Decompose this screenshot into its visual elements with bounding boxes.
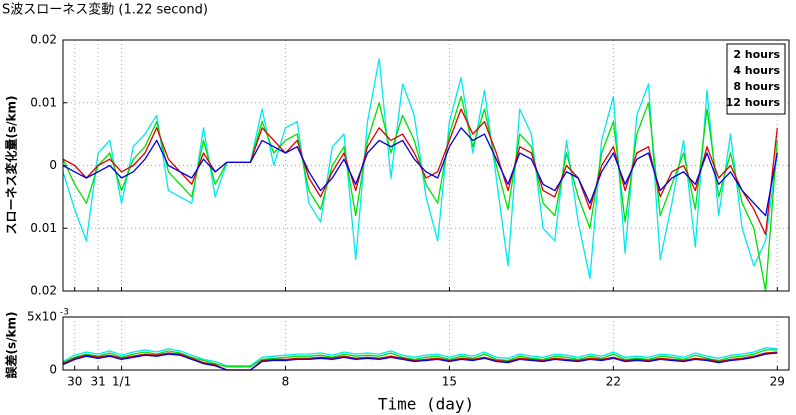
series-line [62,351,778,371]
y-exponent: -3 [60,308,69,318]
series-line [62,352,778,371]
x-axis-label: Time (day) [378,395,474,414]
chart-title: S波スローネス変動 (1.22 second) [2,2,208,18]
series-line [62,347,778,367]
y-tick-label: 5x10 [27,310,57,324]
x-tick-label: 8 [282,375,290,389]
series-line [62,127,778,217]
x-tick-label: 29 [770,375,785,389]
x-tick-label: 1/1 [112,375,131,389]
x-tick-label: 22 [606,375,621,389]
legend-entry: 4 hours [733,64,780,77]
series-line [62,349,778,368]
series-line [62,58,778,280]
plot-frame [62,316,790,371]
legend: 2 hours 4 hours 8 hours 12 hours [726,43,786,115]
series-line [62,95,778,292]
y-tick-label: 0.01 [30,221,57,235]
y-axis-label: スローネス変化量(s/km) [4,96,19,235]
y-tick-label: 0 [49,158,57,172]
legend-entry: 8 hours [733,80,780,93]
legend-entry: 2 hours [733,48,780,61]
y-tick-label: 0.01 [30,95,57,109]
plot-frame [62,39,790,292]
y-tick-label: 0.02 [30,284,57,298]
y-tick-label: 0 [49,363,57,377]
y-axis-label: 誤差(s/km) [4,312,19,379]
x-tick-label: 30 [67,375,82,389]
x-tick-label: 15 [442,375,457,389]
legend-box [726,43,786,115]
x-tick-label: 31 [90,375,105,389]
y-tick-label: 0.02 [30,33,57,47]
legend-entry: 12 hours [726,96,781,109]
